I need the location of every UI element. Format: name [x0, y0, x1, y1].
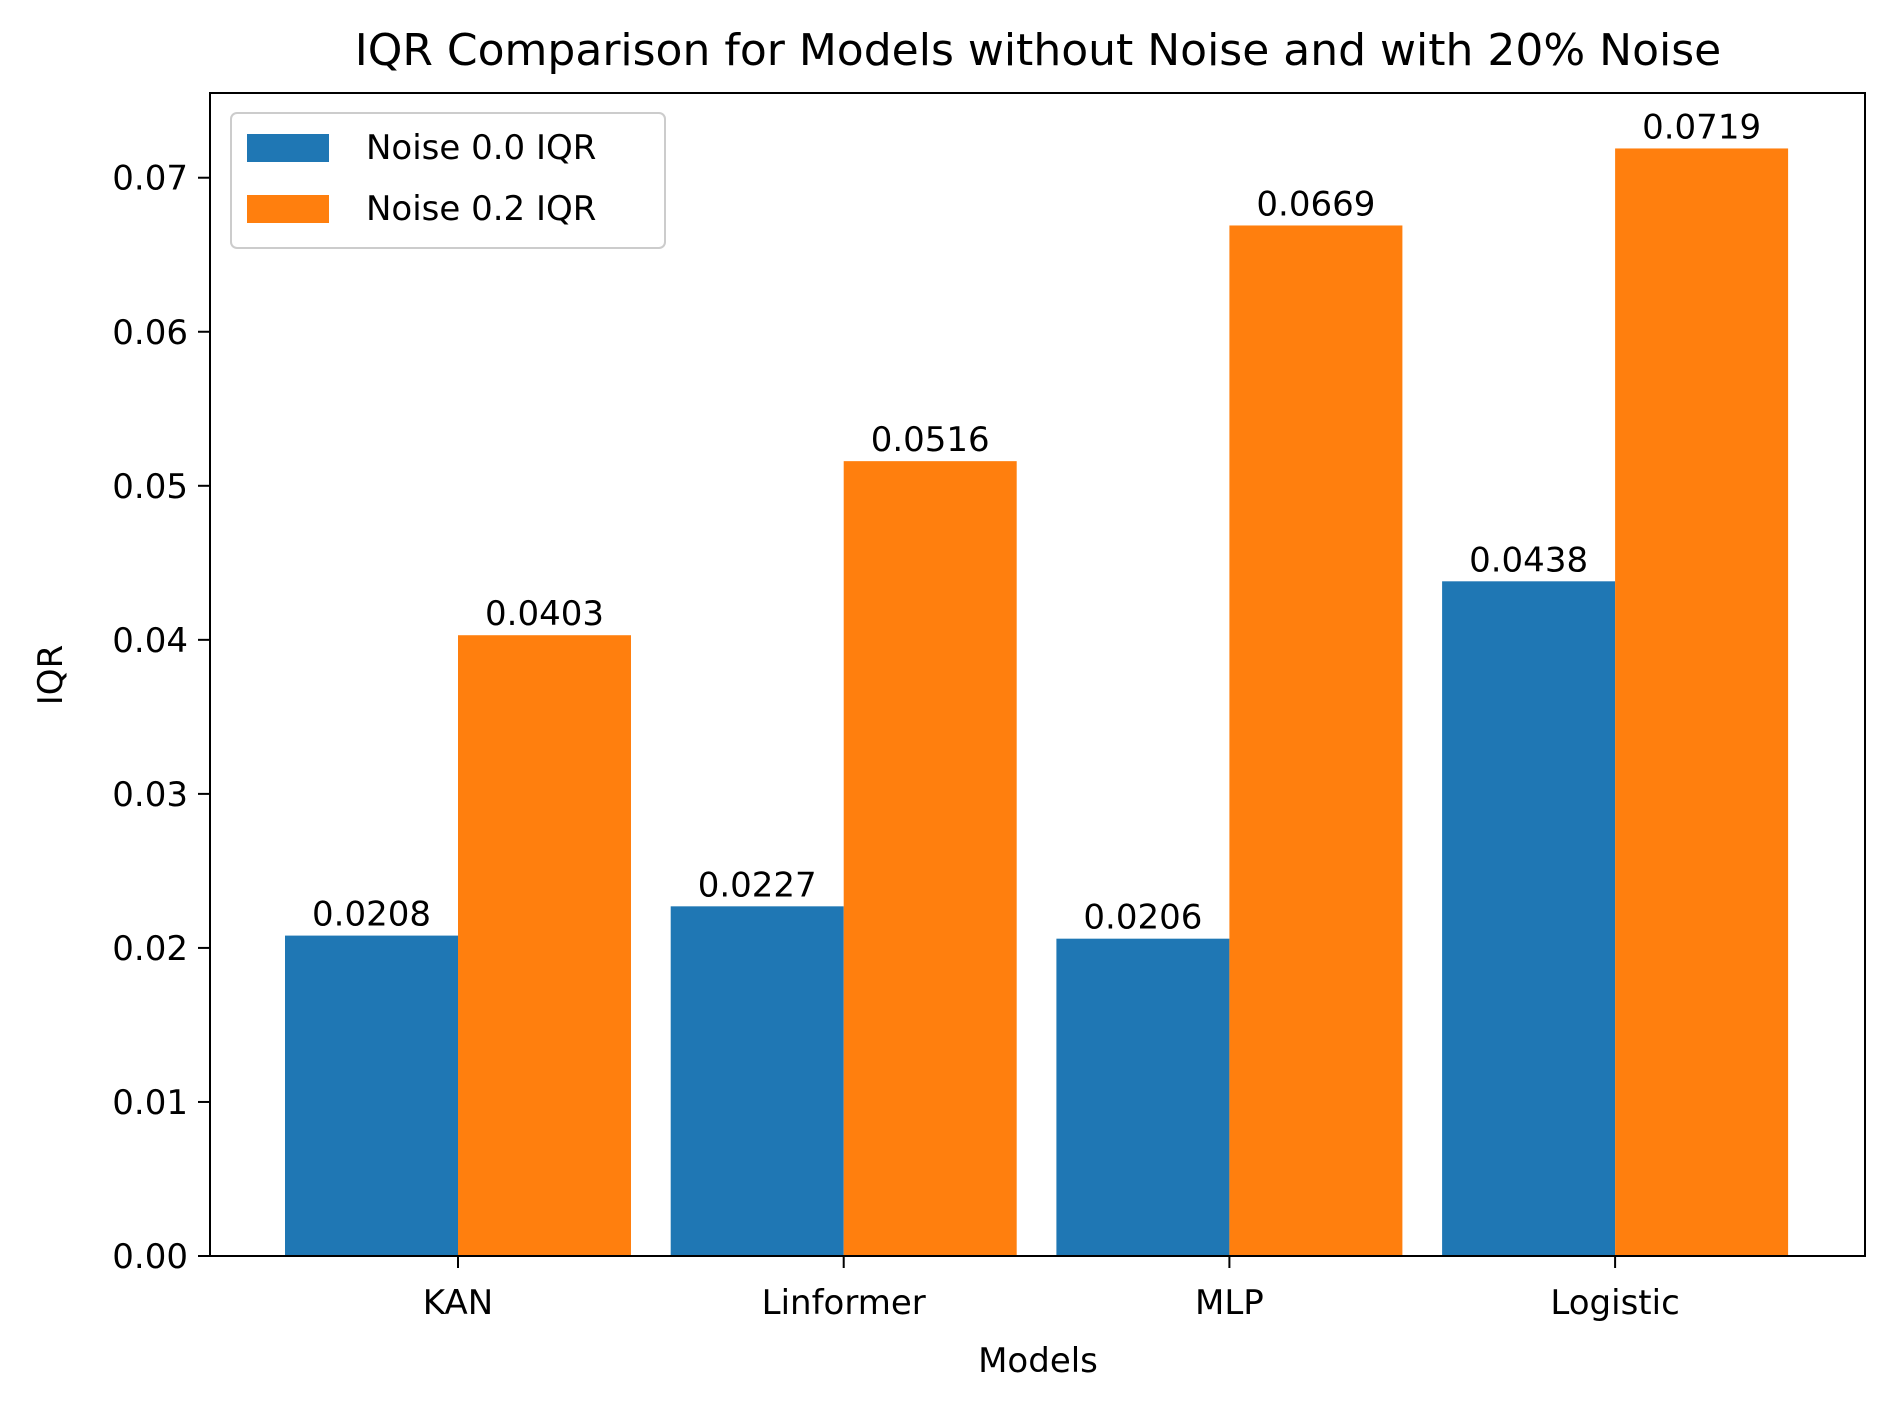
- legend-label: Noise 0.2 IQR: [366, 189, 596, 229]
- y-tick-label: 0.04: [112, 621, 188, 661]
- plot-area-frame: [209, 92, 1866, 1257]
- bar-noise-0-0: [285, 935, 458, 1256]
- x-tick-label: Logistic: [1550, 1283, 1679, 1323]
- bar-noise-0-0: [1056, 938, 1230, 1256]
- bar-noise-0-2: [1615, 148, 1789, 1256]
- y-tick-label: 0.03: [112, 775, 188, 815]
- bar-value-label: 0.0403: [485, 594, 604, 634]
- y-axis-ticks: 0.00 0.01 0.02 0.03 0.04 0.05 0.06 0.07: [112, 159, 210, 1277]
- legend-label: Noise 0.0 IQR: [366, 128, 596, 168]
- bars-group: [285, 148, 1789, 1257]
- x-axis-label: Models: [978, 1341, 1098, 1381]
- x-axis-ticks: KAN Linformer MLP Logistic: [423, 1256, 1680, 1323]
- bar-noise-0-2: [458, 635, 631, 1256]
- chart-title: IQR Comparison for Models without Noise …: [355, 25, 1721, 76]
- y-tick-label: 0.06: [112, 313, 188, 353]
- bar-noise-0-0: [670, 906, 844, 1256]
- bar-value-label: 0.0208: [312, 895, 431, 935]
- y-tick-label: 0.05: [112, 467, 188, 507]
- x-tick-label: MLP: [1195, 1283, 1264, 1323]
- bar-noise-0-2: [1229, 225, 1403, 1257]
- x-tick-label: Linformer: [762, 1283, 926, 1323]
- bar-value-label: 0.0669: [1256, 184, 1375, 224]
- bar-value-label: 0.0719: [1642, 107, 1761, 147]
- y-tick-label: 0.00: [112, 1237, 188, 1277]
- legend-box: [230, 112, 666, 249]
- y-axis-label: IQR: [31, 645, 71, 705]
- y-tick-label: 0.02: [112, 929, 188, 969]
- bar-noise-0-0: [1442, 581, 1616, 1256]
- x-tick-label: KAN: [423, 1283, 493, 1323]
- legend-swatch: [247, 134, 329, 162]
- bar-value-label: 0.0227: [698, 865, 817, 905]
- legend-swatch: [247, 195, 329, 223]
- bar-value-labels: 0.0208 0.0227 0.0206 0.0438 0.0403 0.0516 0.06…: [312, 107, 1761, 937]
- bar-noise-0-2: [843, 461, 1017, 1256]
- bar-value-label: 0.0516: [871, 420, 990, 460]
- y-tick-label: 0.07: [112, 159, 188, 199]
- y-tick-label: 0.01: [112, 1083, 188, 1123]
- bar-value-label: 0.0206: [1083, 898, 1202, 938]
- legend: Noise 0.0 IQR Noise 0.2 IQR: [230, 112, 666, 249]
- bar-value-label: 0.0438: [1469, 540, 1588, 580]
